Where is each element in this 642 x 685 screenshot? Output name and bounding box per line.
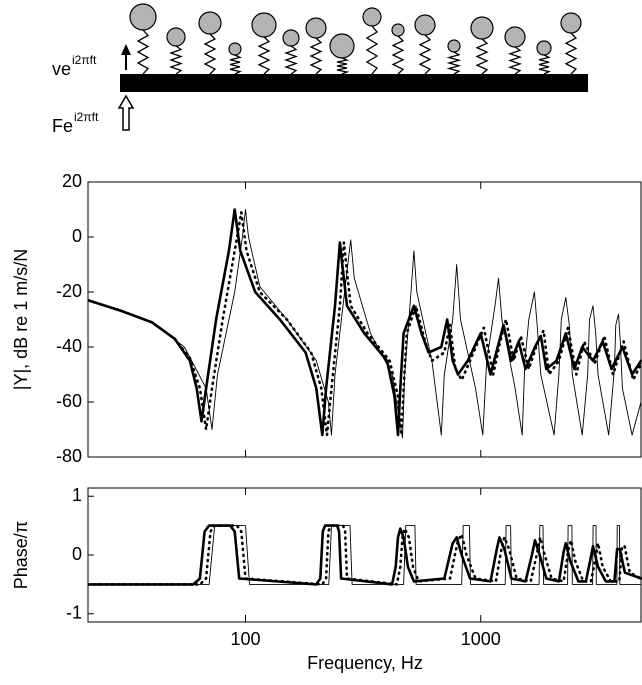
velocity-arrow-head <box>121 44 131 55</box>
x-tick-label: 1000 <box>461 629 501 649</box>
spring <box>446 51 462 75</box>
y-tick-label: -60 <box>56 391 82 411</box>
mass <box>560 12 582 34</box>
y-axis-label: |Y|, dB re 1 m/s/N <box>11 249 31 390</box>
mass <box>329 33 355 59</box>
mass <box>129 3 157 31</box>
spring <box>507 46 523 75</box>
mass <box>362 7 382 27</box>
velocity-label: ve <box>52 59 71 79</box>
spring <box>475 38 489 75</box>
y-axis-label: Phase/π <box>11 521 31 589</box>
plot-frame <box>87 487 642 623</box>
mass <box>414 14 436 36</box>
force-label-sup: i2πft <box>74 110 99 124</box>
spring <box>538 54 551 75</box>
series-line <box>88 525 642 585</box>
y-tick-label: 0 <box>72 544 82 564</box>
plots: 20 0 -20 -40 -60 -80 |Y|, dB re 1 m/s/N 1 0 -1 100… <box>11 171 642 673</box>
y-tick-label: -40 <box>56 336 82 356</box>
velocity-label-sup: i2πft <box>72 53 97 67</box>
mass <box>166 27 186 47</box>
chart: 20 0 -20 -40 -60 -80 |Y|, dB re 1 m/s/N <box>11 171 642 466</box>
mass <box>447 39 461 53</box>
mass <box>228 42 242 56</box>
mass <box>305 17 327 39</box>
schematic: ve i2πft Fe i2πft <box>52 3 588 136</box>
y-tick-label: 0 <box>72 226 82 246</box>
series-line <box>88 524 642 586</box>
force-arrow <box>117 94 135 131</box>
spring <box>309 37 323 75</box>
spring <box>257 36 271 75</box>
y-tick-label: 1 <box>72 485 82 505</box>
chart: 1 0 -1 100 1000 Phase/π Frequency, Hz <box>11 485 642 673</box>
mass <box>251 12 277 38</box>
y-tick-label: -1 <box>66 603 82 623</box>
plot-frame <box>87 181 642 458</box>
mass <box>391 23 405 37</box>
spring <box>391 35 405 75</box>
spring <box>136 29 150 75</box>
series-line <box>88 208 642 437</box>
x-tick-label: 100 <box>230 629 260 649</box>
y-tick-label: -20 <box>56 281 82 301</box>
series-line <box>88 209 642 439</box>
mass <box>536 40 552 56</box>
spring <box>564 32 578 75</box>
spring <box>365 25 379 75</box>
force-label: Fe <box>52 116 73 136</box>
spring <box>169 45 183 75</box>
y-tick-label: -80 <box>56 446 82 466</box>
mass <box>504 26 526 48</box>
beam <box>120 74 588 92</box>
spring <box>336 57 350 75</box>
series-line <box>88 524 642 586</box>
spring <box>418 34 432 75</box>
mass <box>198 11 222 35</box>
mass <box>282 29 300 47</box>
mass <box>470 16 494 40</box>
y-tick-label: 20 <box>62 171 82 191</box>
series-line <box>88 211 642 437</box>
spring <box>203 33 217 75</box>
spring <box>284 45 298 75</box>
x-axis-label: Frequency, Hz <box>307 653 423 673</box>
spring <box>229 54 242 75</box>
